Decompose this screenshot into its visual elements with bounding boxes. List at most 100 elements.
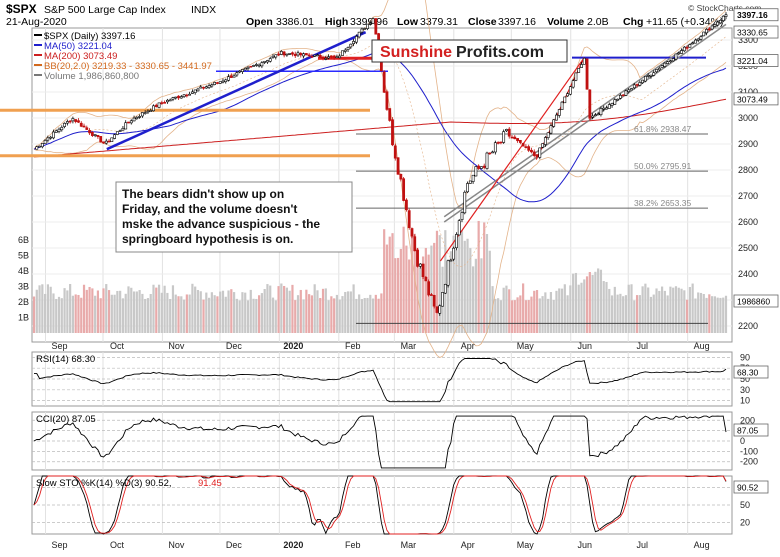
candle-body <box>382 71 386 93</box>
watermark: © StockCharts.com <box>688 3 761 13</box>
cci-tick: -200 <box>740 457 758 467</box>
chg-value: +11.65 (+0.34%) <box>646 16 723 28</box>
volume-bar <box>74 294 77 333</box>
candle-body <box>605 107 608 110</box>
candle-body <box>243 67 247 71</box>
sto-tick: 50 <box>740 500 750 510</box>
candle-body <box>263 60 267 63</box>
candle-body <box>391 119 394 146</box>
candle-body <box>455 234 458 249</box>
candle-body <box>591 115 595 118</box>
volume-bar <box>205 292 208 333</box>
candle-body <box>238 70 242 73</box>
candle-body <box>543 137 547 145</box>
candle-body <box>696 38 700 41</box>
price-tag-value: 3397.16 <box>737 10 768 20</box>
candle-body <box>210 84 214 87</box>
candle-body <box>165 99 169 103</box>
candle-body <box>121 127 125 131</box>
month-label: Dec <box>226 540 243 550</box>
volume-bar <box>182 299 186 333</box>
month-label: Oct <box>110 341 125 351</box>
candle-body <box>282 51 286 56</box>
candle-body <box>341 50 344 56</box>
rsi-tick: 30 <box>740 385 750 395</box>
volume-bar <box>196 289 200 333</box>
candle-body <box>293 53 297 57</box>
volume-bar <box>166 292 169 333</box>
volume-bar <box>510 300 514 333</box>
volume-bar <box>358 294 361 333</box>
volume-bar <box>383 229 386 333</box>
candle-body <box>507 128 511 137</box>
volume-bar <box>497 298 500 333</box>
volume-bar <box>32 296 36 333</box>
candle-body <box>466 183 469 193</box>
volume-bar <box>719 297 722 333</box>
candle-body <box>655 69 658 73</box>
candle-body <box>407 210 411 229</box>
candle-body <box>346 47 350 50</box>
candle-body <box>349 43 353 48</box>
candle-body <box>268 58 272 62</box>
volume-bar <box>691 283 694 333</box>
candle-body <box>707 28 711 31</box>
volume-bar <box>180 296 183 333</box>
volume-bar <box>424 247 427 333</box>
volume-bar <box>41 284 44 333</box>
volume-bar <box>608 288 611 333</box>
month-label: Jul <box>636 540 648 550</box>
annotation-line: The bears didn't show up on <box>122 187 284 201</box>
candle-body <box>435 306 439 313</box>
candle-body <box>446 260 450 286</box>
bb-upper-line <box>33 0 727 209</box>
volume-bar <box>555 290 558 333</box>
price-tag-value: 3330.65 <box>737 28 768 38</box>
candle-body <box>621 94 625 97</box>
volume-bar <box>119 290 122 333</box>
candle-body <box>204 86 208 89</box>
volume-bar <box>127 286 130 333</box>
candle-body <box>646 75 650 77</box>
candle-body <box>296 52 300 56</box>
candle-body <box>477 165 481 169</box>
candle-body <box>691 42 695 45</box>
volume-bar <box>227 290 230 333</box>
candle-body <box>118 130 122 132</box>
volume-bar <box>135 291 138 333</box>
volume-bar <box>635 295 639 333</box>
price-tick-label: 3100 <box>738 87 758 97</box>
volume-bar <box>302 299 305 333</box>
volume-bar <box>88 286 91 333</box>
candle-body <box>618 95 622 99</box>
low-value: 3379.31 <box>420 16 458 28</box>
volume-bar <box>591 275 594 333</box>
volume-bar <box>616 294 619 333</box>
candle-body <box>152 105 155 112</box>
candle-body <box>641 79 645 84</box>
chart-date: 21-Aug-2020 <box>6 16 67 28</box>
volume-bar <box>141 293 144 333</box>
volume-bar <box>377 298 380 333</box>
annotation-text: The bears didn't show up on Friday, and t… <box>122 187 320 246</box>
cci-value-tag-box <box>733 423 769 437</box>
volume-bar <box>338 299 341 333</box>
candle-body <box>99 136 103 143</box>
volume-bar <box>277 286 280 333</box>
candle-body <box>496 142 500 144</box>
candle-body <box>596 113 600 116</box>
volume-bar <box>444 230 447 333</box>
volume-bar <box>352 284 355 333</box>
close-label: Close <box>468 16 497 28</box>
volume-bar <box>294 300 297 333</box>
candle-body <box>113 134 116 139</box>
rsi-line <box>34 358 727 403</box>
candle-body <box>213 81 217 85</box>
volume-bar <box>474 258 477 333</box>
candle-body <box>405 199 408 211</box>
volume-bar <box>280 283 283 333</box>
candle-body <box>324 58 328 60</box>
volume-bar <box>430 245 433 333</box>
volume-bar <box>144 298 147 333</box>
candle-body <box>671 58 675 62</box>
